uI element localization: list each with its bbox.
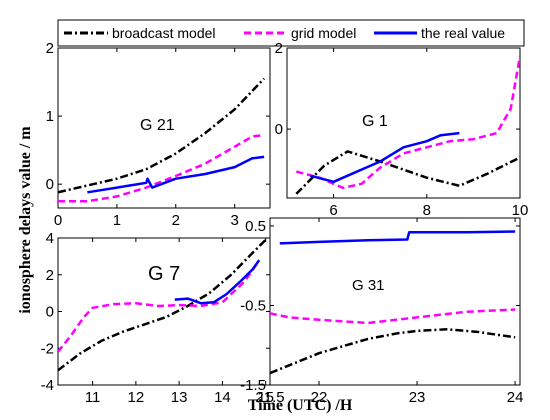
series-group [295,55,520,195]
panel-frame [57,237,271,386]
x-tick-label: 22 [311,389,328,406]
x-tick-label: 15 [257,389,274,406]
series-group [58,238,267,372]
series-line-real [279,230,516,245]
y-axis-label: ionosphere delays value / m [17,126,34,314]
series-line-real [87,155,265,194]
series-group [58,77,266,203]
panel-annotation: G 7 [148,263,180,285]
y-tick-label: 2 [275,40,283,57]
x-tick-label: 21.5 [255,389,284,406]
panel-annotation: G 1 [362,113,388,130]
x-axis-label: Time (UTC) /H [248,397,353,414]
x-tick-label: 8 [423,202,431,219]
x-tick-label: 10 [512,202,529,219]
y-tick-label: 0.5 [245,218,266,235]
y-tick-label: 0 [46,176,54,193]
y-tick-label: 4 [46,230,54,247]
series-line-broadcast [295,150,520,195]
series-line-broadcast [58,238,267,372]
y-tick-label: 0 [46,304,54,321]
panel-annotation: G 21 [140,117,175,134]
series-line-real [309,131,460,184]
x-tick-label: 14 [214,389,231,406]
y-tick-label: 1 [46,108,54,125]
y-tick-label: -1.5 [240,377,266,394]
y-tick-label: 2 [46,267,54,284]
x-tick-label: 0 [54,212,62,229]
x-tick-label: 24 [507,389,524,406]
x-tick-label: 12 [128,389,145,406]
legend-item-grid: grid model [244,25,356,41]
y-tick-label: -4 [41,377,54,394]
legend-label-real: the real value [421,25,505,41]
panel-3: 11 12 13 14 15 -4 -2 0 2 4 G 7 [41,230,274,406]
legend: broadcast model grid model the real valu… [57,19,525,47]
series-line-grid [58,262,259,353]
series-line-real [174,259,261,305]
x-tick-label: 23 [409,389,426,406]
series-line-grid [58,133,265,203]
series-line-grid [295,55,520,190]
legend-item-broadcast: broadcast model [64,25,216,41]
y-tick-label: -0.5 [240,297,266,314]
x-tick-label: 2 [172,212,180,229]
panel-4: 21.5 22 23 24 -1.5 -0.5 0.5 G 31 [240,217,524,406]
panel-frame [286,47,521,199]
panel-1: 0 1 2 3 0 1 2 G 21 [46,40,271,229]
x-tick-label: 6 [329,202,337,219]
x-tick-label: 11 [85,389,101,406]
y-tick-label: 2 [46,40,54,57]
series-group [270,230,516,375]
x-tick-label: 3 [230,212,238,229]
panel-annotation: G 31 [352,277,385,294]
legend-label-grid: grid model [291,25,356,41]
x-tick-label: 13 [171,389,188,406]
legend-label-broadcast: broadcast model [112,25,216,41]
series-line-broadcast [58,77,266,194]
panel-2: 6 8 10 0 2 G 1 [275,40,529,219]
x-tick-label: 1 [113,212,121,229]
legend-item-real: the real value [374,25,505,41]
panel-frame [57,47,271,209]
y-tick-label: -2 [41,340,54,357]
y-tick-label: 0 [275,121,283,138]
